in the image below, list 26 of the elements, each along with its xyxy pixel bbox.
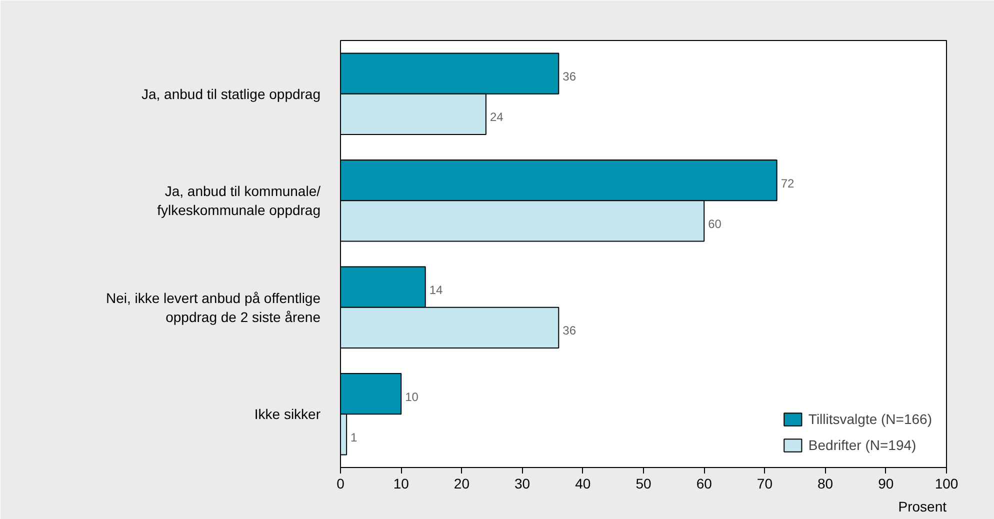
- y-tick-label: Nei, ikke levert anbud på offentlige oppdrag de 2 siste årene: [106, 290, 321, 325]
- data-label: 60: [708, 216, 722, 231]
- y-tick-label: Ikke sikker: [254, 406, 321, 422]
- data-label: 14: [429, 283, 444, 298]
- x-tick-label: 60: [696, 476, 712, 492]
- x-tick-label: 80: [818, 476, 834, 492]
- x-tick-label: 40: [575, 476, 591, 492]
- y-tick-label: Ja, anbud til statlige oppdrag: [141, 86, 321, 102]
- x-tick-label: 20: [454, 476, 470, 492]
- x-axis-title: Prosent: [898, 498, 947, 514]
- x-tick-label: 70: [756, 476, 773, 492]
- data-label: 1: [350, 430, 358, 444]
- data-label: 36: [562, 70, 576, 84]
- data-label: 72: [780, 176, 794, 190]
- y-tick-label: Ja, anbud til kommunale/ fylkeskommunale oppdrag: [157, 183, 321, 218]
- x-tick-label: 100: [934, 476, 958, 492]
- x-tick-label: 50: [636, 476, 652, 492]
- data-label: 24: [490, 110, 504, 124]
- data-label: 36: [562, 324, 576, 338]
- x-tick-label: 30: [514, 476, 530, 492]
- x-tick-label: 10: [393, 476, 410, 492]
- data-label: 10: [405, 390, 419, 404]
- x-tick-label: 0: [336, 476, 345, 492]
- legend-label: Bedrifter (N=194): [808, 437, 916, 453]
- x-tick-label: 90: [878, 476, 894, 492]
- legend-label: Tillitsvalgte (N=166): [808, 411, 932, 427]
